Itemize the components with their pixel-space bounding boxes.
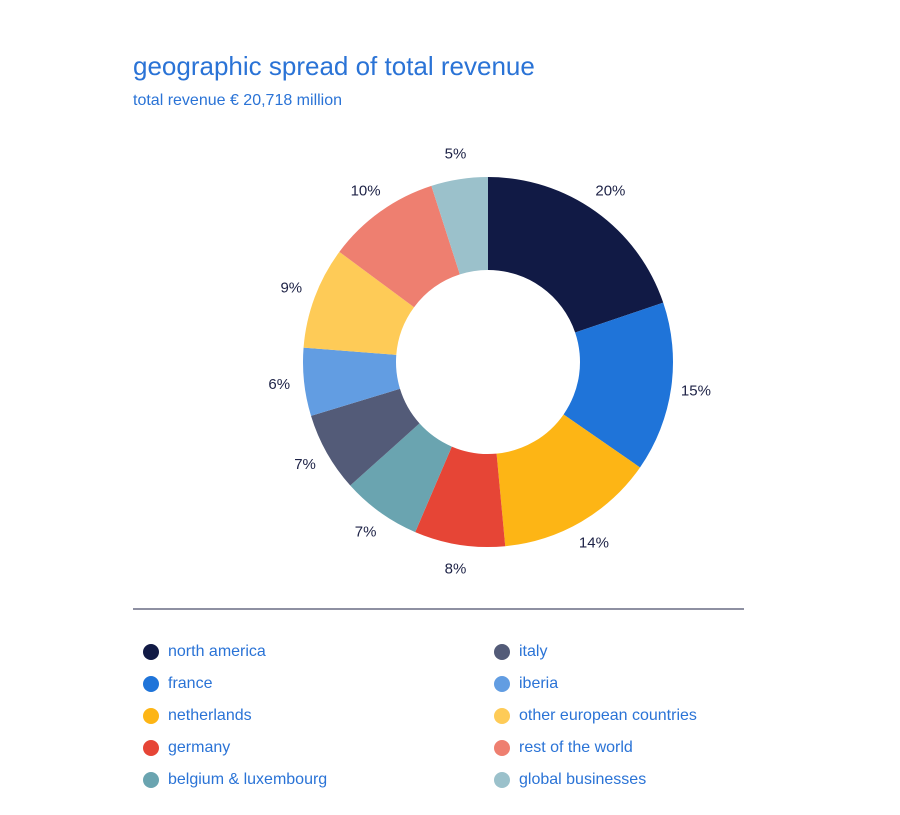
legend-marker bbox=[143, 644, 159, 660]
donut-slice bbox=[431, 177, 488, 275]
donut-slice bbox=[303, 251, 415, 355]
legend-label: germany bbox=[168, 739, 230, 756]
slice-label: 8% bbox=[445, 560, 467, 577]
donut-slice bbox=[415, 446, 506, 547]
slice-label: 9% bbox=[280, 279, 302, 296]
slice-label: 10% bbox=[351, 182, 381, 199]
legend-marker bbox=[494, 740, 510, 756]
donut-slice bbox=[496, 414, 641, 547]
donut-slice bbox=[350, 423, 452, 533]
legend-marker bbox=[143, 708, 159, 724]
legend-label: global businesses bbox=[519, 771, 646, 788]
legend-label: netherlands bbox=[168, 707, 252, 724]
legend-marker bbox=[494, 772, 510, 788]
slice-label: 20% bbox=[595, 182, 625, 199]
legend-marker bbox=[494, 708, 510, 724]
chart-title: geographic spread of total revenue bbox=[133, 51, 535, 81]
slice-label: 7% bbox=[294, 456, 316, 473]
donut-slice bbox=[563, 302, 673, 468]
legend-label: italy bbox=[519, 643, 547, 660]
slice-label: 15% bbox=[681, 382, 711, 399]
slice-label: 7% bbox=[355, 524, 377, 541]
legend-marker bbox=[494, 676, 510, 692]
legend-label: other european countries bbox=[519, 707, 697, 724]
legend-label: north america bbox=[168, 643, 266, 660]
legend-label: belgium & luxembourg bbox=[168, 771, 327, 788]
legend-marker bbox=[143, 740, 159, 756]
donut-slice bbox=[488, 177, 664, 333]
legend-label: france bbox=[168, 675, 213, 692]
donut-slice bbox=[311, 388, 420, 486]
legend-marker bbox=[494, 644, 510, 660]
legend-label: rest of the world bbox=[519, 739, 633, 756]
donut-slice bbox=[339, 185, 460, 308]
slice-label: 14% bbox=[579, 534, 609, 551]
legend-marker bbox=[143, 676, 159, 692]
slice-label: 6% bbox=[268, 376, 290, 393]
legend-marker bbox=[143, 772, 159, 788]
legend-label: iberia bbox=[519, 675, 558, 692]
chart-subtitle: total revenue € 20,718 million bbox=[133, 92, 342, 109]
slice-label: 5% bbox=[445, 146, 467, 163]
donut-slice bbox=[303, 347, 400, 416]
